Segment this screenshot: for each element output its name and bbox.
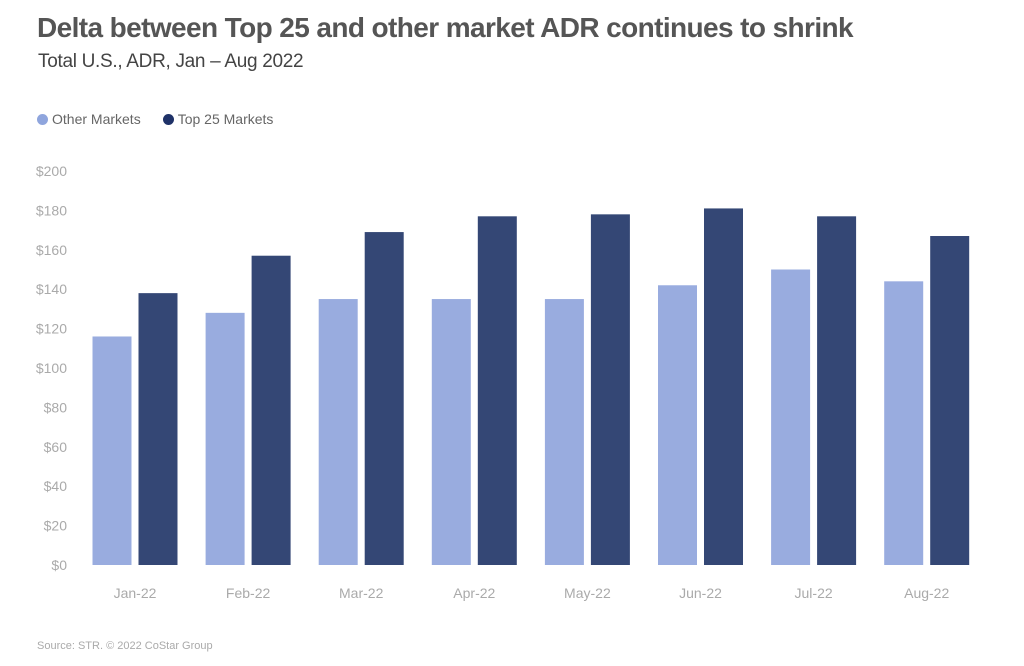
bar-other-markets xyxy=(658,285,697,565)
legend-swatch-top25-markets xyxy=(162,113,174,125)
y-tick-label: $200 xyxy=(36,163,67,179)
y-tick-label: $40 xyxy=(44,478,68,494)
x-tick-label: May-22 xyxy=(564,585,611,601)
bar-top25-markets xyxy=(704,208,743,565)
bar-other-markets xyxy=(544,299,584,565)
bar-other-markets xyxy=(318,299,358,565)
bar-other-markets xyxy=(92,336,132,565)
y-tick-label: $60 xyxy=(44,439,68,455)
bar-top25-markets xyxy=(477,216,517,565)
bar-other-markets xyxy=(884,281,924,565)
y-tick-label: $140 xyxy=(36,281,67,297)
bar-top25-markets xyxy=(817,216,857,565)
bar-top25-markets xyxy=(930,236,970,565)
y-tick-label: $80 xyxy=(44,399,68,415)
legend-item-other-markets[interactable]: Other Markets xyxy=(37,111,141,127)
chart-subtitle: Total U.S., ADR, Jan – Aug 2022 xyxy=(38,51,304,72)
bar-top25-markets xyxy=(138,293,178,565)
y-tick-label: $0 xyxy=(51,557,67,573)
bar-other-markets xyxy=(431,299,471,565)
x-tick-label: Feb-22 xyxy=(226,585,271,601)
legend-item-top25-markets[interactable]: Top 25 Markets xyxy=(162,111,274,127)
x-tick-label: Aug-22 xyxy=(904,585,949,601)
y-tick-label: $120 xyxy=(36,321,67,337)
legend-swatch-other-markets xyxy=(37,113,48,125)
y-tick-label: $180 xyxy=(36,202,67,218)
bar-top25-markets xyxy=(251,255,291,565)
x-tick-label: Jun-22 xyxy=(679,585,722,601)
legend-label: Top 25 Markets xyxy=(177,111,274,127)
bar-top25-markets xyxy=(590,214,630,565)
y-tick-label: $100 xyxy=(36,360,67,376)
legend: Other Markets Top 25 Markets xyxy=(37,111,273,127)
bar-other-markets xyxy=(205,312,245,565)
legend-label: Other Markets xyxy=(52,111,141,127)
bar-other-markets xyxy=(771,269,811,565)
bar-top25-markets xyxy=(364,232,404,565)
chart-title: Delta between Top 25 and other market AD… xyxy=(37,12,854,43)
y-tick-label: $20 xyxy=(44,518,68,534)
x-tick-label: Jan-22 xyxy=(114,585,157,601)
x-tick-label: Apr-22 xyxy=(453,585,495,601)
source-note: Source: STR. © 2022 CoStar Group xyxy=(37,640,213,652)
x-tick-label: Mar-22 xyxy=(339,585,384,601)
x-tick-label: Jul-22 xyxy=(795,585,833,601)
y-tick-label: $160 xyxy=(36,242,67,258)
